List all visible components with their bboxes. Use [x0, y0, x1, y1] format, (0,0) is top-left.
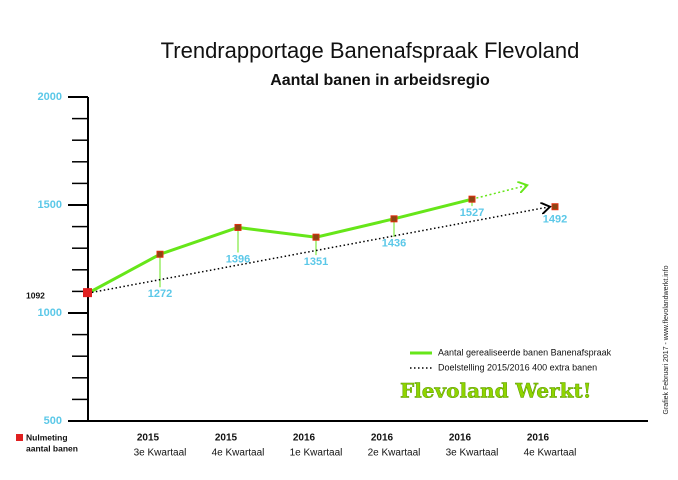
data-label: 1396	[226, 253, 250, 265]
x-tick-label: 4e Kwartaal	[212, 448, 265, 459]
data-label: 1436	[382, 238, 406, 250]
source: Grafiek Februari 2017 - www.flevolandwer…	[663, 265, 670, 414]
x-tick-label: 2016	[293, 433, 316, 444]
x-tick-label: 3e Kwartaal	[446, 448, 499, 459]
data-label: 1527	[460, 207, 484, 219]
x-tick-label: 2016	[527, 433, 550, 444]
point	[156, 250, 164, 258]
point	[390, 215, 398, 223]
point	[551, 203, 559, 211]
nulmeting-label: Nulmeting	[26, 432, 68, 442]
trend-arrow	[471, 185, 527, 200]
nulmeting-value: 1092	[26, 290, 45, 300]
target-line	[87, 207, 550, 294]
x-tick-label: 2016	[449, 433, 472, 444]
data-label: 1492	[543, 214, 567, 226]
x-tick-label: 2015	[137, 433, 160, 444]
point	[234, 223, 242, 231]
y-tick-label: 1000	[38, 307, 62, 319]
x-tick-label: 1e Kwartaal	[290, 448, 343, 459]
chart-subtitle: Aantal banen in arbeidsregio	[270, 72, 490, 89]
x-tick-label: 3e Kwartaal	[134, 448, 187, 459]
nulmeting-legend-marker	[16, 434, 23, 441]
y-tick-label: 500	[44, 415, 62, 427]
data-label: 1272	[148, 288, 172, 300]
x-tick-label: 2016	[371, 433, 394, 444]
chart-title: Trendrapportage Banenafspraak Flevoland	[161, 38, 580, 63]
point	[312, 233, 320, 241]
nulmeting-label: aantal banen	[26, 443, 78, 453]
brand: Flevoland Werkt!	[400, 379, 592, 403]
y-tick-label: 2000	[38, 91, 62, 103]
data-label: 1351	[304, 256, 328, 268]
x-tick-label: 4e Kwartaal	[524, 448, 577, 459]
point	[468, 195, 476, 203]
legend-label: Aantal gerealiseerde banen Banenafspraak	[438, 347, 612, 357]
x-tick-label: 2e Kwartaal	[368, 448, 421, 459]
legend-label: Doelstelling 2015/2016 400 extra banen	[438, 362, 597, 372]
nulmeting-marker	[83, 288, 92, 298]
x-tick-label: 2015	[215, 433, 238, 444]
data-line	[87, 197, 473, 295]
y-tick-label: 1500	[38, 199, 62, 211]
